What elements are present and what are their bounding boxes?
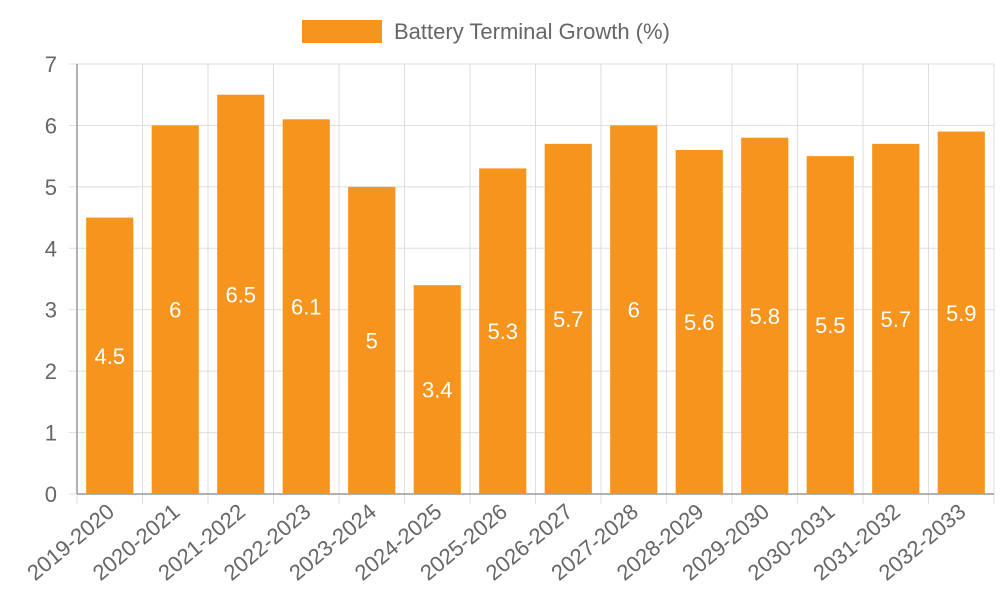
y-tick-label: 0 — [45, 482, 57, 507]
bar-2032-2033[interactable] — [937, 131, 985, 495]
data-label: 6.5 — [225, 282, 256, 307]
bar-2024-2025[interactable] — [413, 285, 461, 494]
bar-2028-2029[interactable] — [675, 150, 723, 494]
data-label: 5.7 — [553, 307, 584, 332]
x-axis: 2019-20202020-20212021-20222022-20232023… — [22, 493, 994, 585]
bar-2019-2020[interactable] — [86, 217, 134, 495]
data-label: 6 — [628, 298, 640, 323]
y-axis: 0 1 2 3 4 5 6 7 — [45, 52, 78, 507]
legend-swatch — [302, 20, 382, 43]
bar-2020-2021[interactable] — [151, 125, 199, 494]
legend-label: Battery Terminal Growth (%) — [394, 19, 670, 44]
data-labels: 4.5 6 6.5 6.1 5 3.4 5.3 5.7 6 5.6 5.8 5.5 5.7 5.9 — [94, 282, 976, 402]
legend[interactable]: Battery Terminal Growth (%) — [302, 19, 670, 44]
y-tick-label: 5 — [45, 175, 57, 200]
bar-2031-2032[interactable] — [872, 143, 920, 494]
bar-series — [86, 94, 985, 495]
data-label: 3.4 — [422, 378, 453, 403]
data-label: 5.3 — [487, 319, 518, 344]
data-label: 5.5 — [815, 313, 846, 338]
gridlines — [76, 63, 995, 504]
bar-2030-2031[interactable] — [806, 156, 854, 494]
data-label: 5.7 — [880, 307, 911, 332]
bar-2023-2024[interactable] — [348, 186, 396, 494]
y-tick-label: 7 — [45, 52, 57, 77]
y-tick-label: 2 — [45, 359, 57, 384]
bar-2026-2027[interactable] — [544, 143, 592, 494]
data-label: 5 — [366, 328, 378, 353]
y-tick-label: 1 — [45, 421, 57, 446]
bar-2022-2023[interactable] — [282, 119, 330, 495]
data-label: 4.5 — [94, 344, 125, 369]
y-tick-label: 6 — [45, 113, 57, 138]
data-label: 6.1 — [291, 295, 322, 320]
y-tick-label: 3 — [45, 298, 57, 323]
bar-2029-2030[interactable] — [741, 137, 789, 494]
data-label: 5.9 — [946, 301, 977, 326]
bar-2027-2028[interactable] — [610, 125, 658, 494]
data-label: 5.8 — [749, 304, 780, 329]
data-label: 5.6 — [684, 310, 715, 335]
bar-2025-2026[interactable] — [479, 168, 527, 494]
data-label: 6 — [169, 298, 181, 323]
y-tick-label: 4 — [45, 236, 57, 261]
bar-2021-2022[interactable] — [217, 94, 265, 494]
